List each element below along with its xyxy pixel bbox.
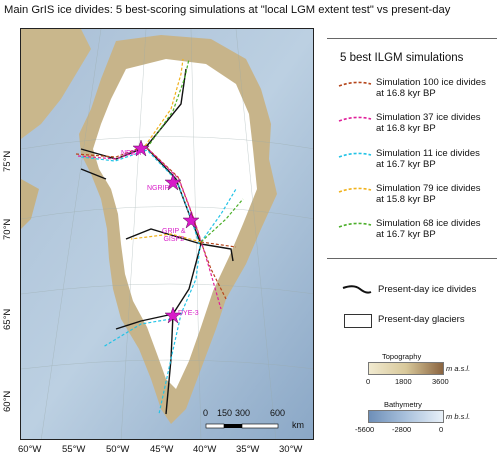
sim-68-line2: at 16.7 kyr BP (376, 229, 436, 240)
bathymetry-unit: m b.s.l. (446, 412, 471, 421)
legend-divider-top (327, 38, 497, 39)
lon-label-55: 55°W (62, 444, 86, 455)
lat-label-75: 75°N (2, 150, 13, 172)
sim-11-line1: Simulation 11 ice divides (376, 148, 480, 159)
simulated-divides (75, 58, 244, 415)
topography-colorbar (368, 362, 444, 375)
topography-tick-3600: 3600 (432, 377, 449, 386)
bathymetry-colorbar (368, 410, 444, 423)
map-svg (21, 29, 313, 439)
scale-unit: km (292, 420, 304, 430)
greenland-map (20, 28, 314, 440)
map-title: Main GrIS ice divides: 5 best-scoring si… (4, 4, 451, 16)
scale-tick-150: 150 (217, 408, 233, 418)
site-label-grip: GRIP & GISP2 (162, 228, 186, 243)
lat-label-70: 70°N (2, 218, 13, 240)
scale-tick-0: 0 (203, 408, 209, 418)
topography-unit: m a.s.l. (446, 364, 471, 373)
neem-marker (132, 139, 150, 157)
scale-tick-600: 600 (270, 408, 286, 418)
lon-label-30: 30°W (279, 444, 303, 455)
ice-sheet (93, 59, 257, 389)
lon-label-60: 60°W (18, 444, 42, 455)
sim-37-swatch (338, 116, 372, 122)
scale-tick-300: 300 (235, 408, 251, 418)
site-label-neem: NEEM (121, 150, 142, 157)
site-label-ngrip: NGRIP (147, 185, 170, 192)
ngrip-marker (164, 173, 182, 191)
bathymetry-tick-5600: -5600 (355, 425, 375, 434)
sim-79-swatch (338, 187, 372, 193)
topography-tick-0: 0 (366, 377, 371, 386)
lon-label-40: 40°W (193, 444, 217, 455)
lon-label-50: 50°W (106, 444, 130, 455)
sim-100-line1: Simulation 100 ice divides (376, 77, 486, 88)
sim-100-line2: at 16.8 kyr BP (376, 88, 436, 99)
sim-100-swatch (338, 81, 372, 87)
sim-79-line1: Simulation 79 ice divides (376, 183, 481, 194)
graticule (21, 29, 313, 439)
sim-37-line1: Simulation 37 ice divides (376, 112, 481, 123)
scale-bar (205, 423, 279, 429)
sim-37-line2: at 16.8 kyr BP (376, 123, 436, 134)
legend-title: 5 best ILGM simulations (340, 52, 464, 64)
site-markers (132, 139, 200, 324)
lon-label-45: 45°W (150, 444, 174, 455)
baffin-land (21, 179, 39, 229)
legend-present-divides: Present-day ice divides (378, 284, 477, 295)
site-label-dye3: DYE-3 (178, 310, 199, 317)
sim-11-line2: at 16.7 kyr BP (376, 159, 436, 170)
bathymetry-title: Bathymetry (384, 400, 422, 409)
dye3-marker (164, 306, 182, 324)
ellesmere-land (21, 29, 91, 139)
topography-title: Topography (382, 352, 422, 361)
sim-79-line2: at 15.8 kyr BP (376, 194, 436, 205)
sim-68-line1: Simulation 68 ice divides (376, 218, 481, 229)
topography-tick-1800: 1800 (395, 377, 412, 386)
bathymetry-tick-0: 0 (439, 425, 444, 434)
sim-11-swatch (338, 152, 372, 158)
legend-present-glaciers: Present-day glaciers (378, 314, 465, 325)
lat-label-65: 65°N (2, 308, 13, 330)
present-divide-swatch (342, 285, 372, 294)
grip-marker (182, 211, 200, 229)
legend-divider-mid (327, 258, 497, 259)
present-glacier-swatch (344, 314, 372, 328)
lon-label-35: 35°W (236, 444, 260, 455)
lat-label-60: 60°N (2, 390, 13, 412)
bathymetry-tick-2800: -2800 (392, 425, 412, 434)
sim-68-swatch (338, 222, 372, 228)
